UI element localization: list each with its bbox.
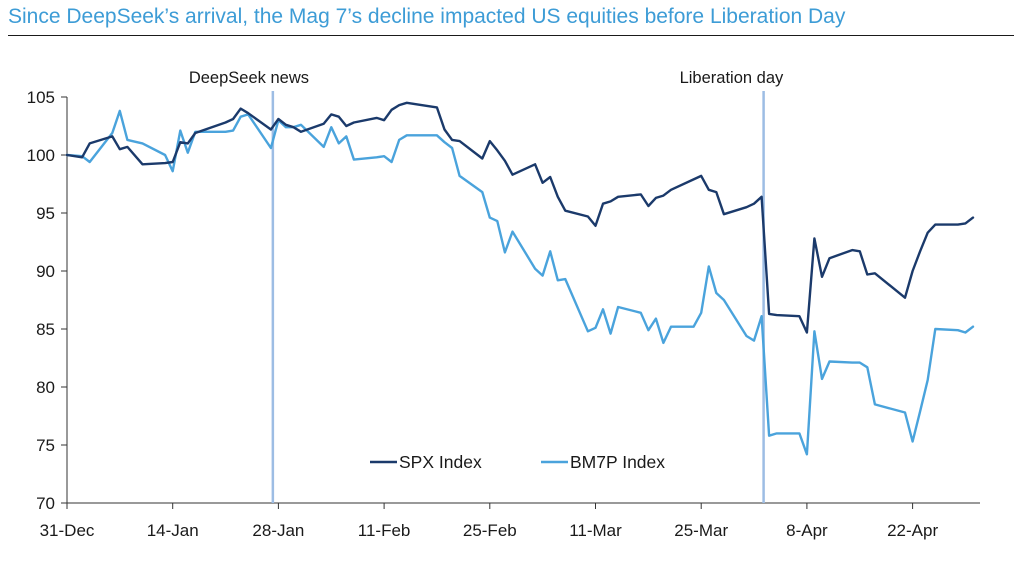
legend: SPX Index BM7P Index	[370, 452, 665, 472]
x-tick-label: 11-Feb	[358, 521, 411, 540]
x-tick-label: 28-Jan	[252, 521, 304, 540]
legend-label: SPX Index	[399, 452, 482, 472]
y-tick-label: 105	[27, 88, 55, 107]
event-marker-label: DeepSeek news	[189, 69, 309, 87]
x-tick-label: 8-Apr	[786, 521, 828, 540]
series-lines	[65, 101, 975, 456]
x-tick-label: 25-Feb	[463, 521, 517, 540]
event-marker-label: Liberation day	[680, 69, 784, 87]
x-axis: 31-Dec 14-Jan 28-Jan 11-Feb 25-Feb 11-Mar 25-M…	[40, 502, 980, 540]
chart-title: Since DeepSeek’s arrival, the Mag 7’s de…	[8, 5, 846, 28]
y-tick-label: 75	[36, 436, 55, 455]
y-tick-label: 90	[36, 262, 55, 281]
y-tick-label: 100	[27, 146, 55, 165]
x-tick-label: 22-Apr	[887, 521, 938, 540]
x-tick-label: 31-Dec	[40, 521, 95, 540]
x-tick-label: 11-Mar	[569, 521, 622, 540]
y-tick-label: 80	[36, 378, 55, 397]
series-line	[65, 109, 975, 456]
x-tick-label: 14-Jan	[147, 521, 199, 540]
y-tick-label: 95	[36, 204, 55, 223]
title-divider	[8, 35, 1014, 36]
x-tick-label: 25-Mar	[674, 521, 728, 540]
y-tick-label: 70	[36, 494, 55, 513]
series-line	[65, 101, 975, 334]
annotations: DeepSeek news Liberation day	[189, 69, 784, 503]
y-tick-label: 85	[36, 320, 55, 339]
y-axis: 70 75 80 85 90 95 100 105	[27, 88, 68, 513]
legend-label: BM7P Index	[570, 452, 665, 472]
